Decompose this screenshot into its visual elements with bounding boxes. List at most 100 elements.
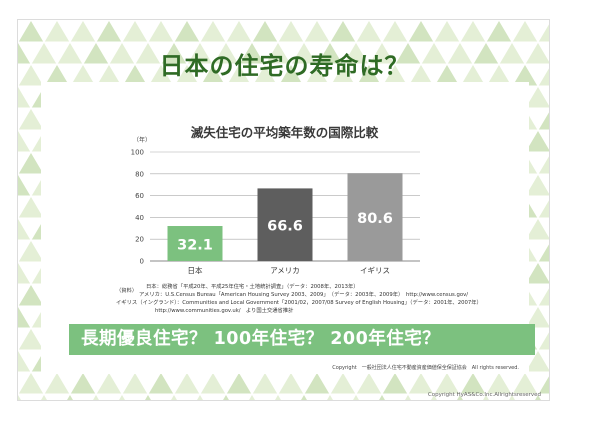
pattern-triangle [18,393,23,400]
pattern-triangle [117,393,127,400]
pattern-triangle [69,371,97,395]
pattern-triangle [420,41,448,65]
pattern-triangle [524,41,549,65]
pattern-triangle [537,374,549,395]
pattern-triangle [238,41,266,65]
pattern-triangle [43,371,71,395]
bar [347,173,403,261]
pattern-triangle [18,349,32,373]
pattern-triangle [303,371,331,395]
pattern-triangle [355,371,383,395]
slide-title: 日本の住宅の寿命は？ [159,52,410,80]
pattern-triangle [134,41,162,65]
pattern-triangle [537,286,549,307]
pattern-triangle [524,85,549,109]
pattern-triangle [459,20,487,43]
source-line: イギリス（イングランド）：Communities and Local Gover… [116,300,482,306]
pattern-triangle [186,41,214,65]
pattern-triangle [524,173,549,197]
pattern-triangle [212,41,240,65]
source-line: 日本：総務省「平成20年、平成25年住宅・土地統計調査」（データ：2008年、2… [146,284,359,290]
pattern-triangle [446,41,474,65]
pattern-triangle [381,20,409,43]
pattern-triangle [43,20,71,43]
pattern-triangle [277,20,305,43]
pattern-triangle [199,20,227,43]
pattern-triangle [381,371,409,395]
pattern-triangle [277,371,305,395]
data-label: 32.1 [177,238,213,254]
y-tick-label: 60 [135,192,144,200]
pattern-triangle [147,20,175,43]
pattern-triangle [56,41,84,65]
pattern-triangle [30,41,58,65]
pattern-triangle [18,151,45,175]
pattern-triangle [225,371,253,395]
pattern-triangle [537,330,549,351]
pattern-triangle [195,393,205,400]
pattern-triangle [18,195,45,219]
pattern-triangle [143,393,153,400]
pattern-triangle [524,349,549,373]
data-label: 80.6 [357,211,393,227]
inner-copyright: Copyright 一般社団法人住宅不動産資産価値保全保証協会 All righ… [332,365,519,371]
pattern-triangle [251,20,279,43]
pattern-triangle [82,41,110,65]
pattern-triangle [394,41,422,65]
pattern-triangle [368,41,396,65]
pattern-triangle [108,41,136,65]
bar [167,226,223,261]
pattern-triangle [524,261,549,285]
y-axis-unit: （年） [133,136,151,144]
pattern-triangle [290,41,318,65]
pattern-triangle [537,22,549,43]
y-tick-label: 40 [135,214,144,222]
banner: 長期優良住宅？ 100年住宅？ 200年住宅？ [69,324,535,355]
x-tick-label: イギリス [360,266,390,275]
pattern-triangle [18,173,32,197]
pattern-triangle [18,305,32,329]
pattern-triangle [511,371,539,395]
pattern-triangle [121,20,149,43]
pattern-triangle [18,371,45,395]
pattern-triangle [377,393,387,400]
pattern-triangle [18,129,32,153]
y-tick-label: 100 [131,149,144,157]
pattern-triangle [498,41,526,65]
pattern-triangle [537,66,549,87]
pattern-triangle [18,85,32,109]
pattern-triangle [511,20,539,43]
pattern-triangle [18,20,45,43]
pattern-triangle [533,393,543,400]
pattern-triangle [18,217,32,241]
pattern-triangle [524,129,549,153]
pattern-triangle [329,371,357,395]
pattern-triangle [169,393,179,400]
pattern-triangle [459,371,487,395]
pattern-triangle [251,371,279,395]
source-label: （資料） [116,288,138,294]
pattern-triangle [433,20,461,43]
pattern-triangle [537,242,549,263]
y-tick-label: 80 [135,170,144,178]
pattern-triangle [173,20,201,43]
pattern-triangle [351,393,361,400]
pattern-triangle [91,393,101,400]
pattern-triangle [225,20,253,43]
slide: 日本の住宅の寿命は？ 滅失住宅の平均築年数の国際比較 （年） 0 20 40 60 80 1… [17,19,550,401]
pattern-triangle [18,261,32,285]
pattern-triangle [355,20,383,43]
pattern-triangle [316,41,344,65]
pattern-triangle [95,371,123,395]
pattern-triangle [455,393,465,400]
pattern-triangle [18,107,45,131]
x-tick-label: アメリカ [270,266,300,275]
pattern-triangle [95,20,123,43]
y-tick-label: 0 [140,258,144,266]
pattern-triangle [69,20,97,43]
pattern-triangle [485,20,513,43]
data-label: 66.6 [267,219,303,235]
pattern-triangle [18,239,45,263]
pattern-triangle [433,371,461,395]
bar [257,188,313,261]
